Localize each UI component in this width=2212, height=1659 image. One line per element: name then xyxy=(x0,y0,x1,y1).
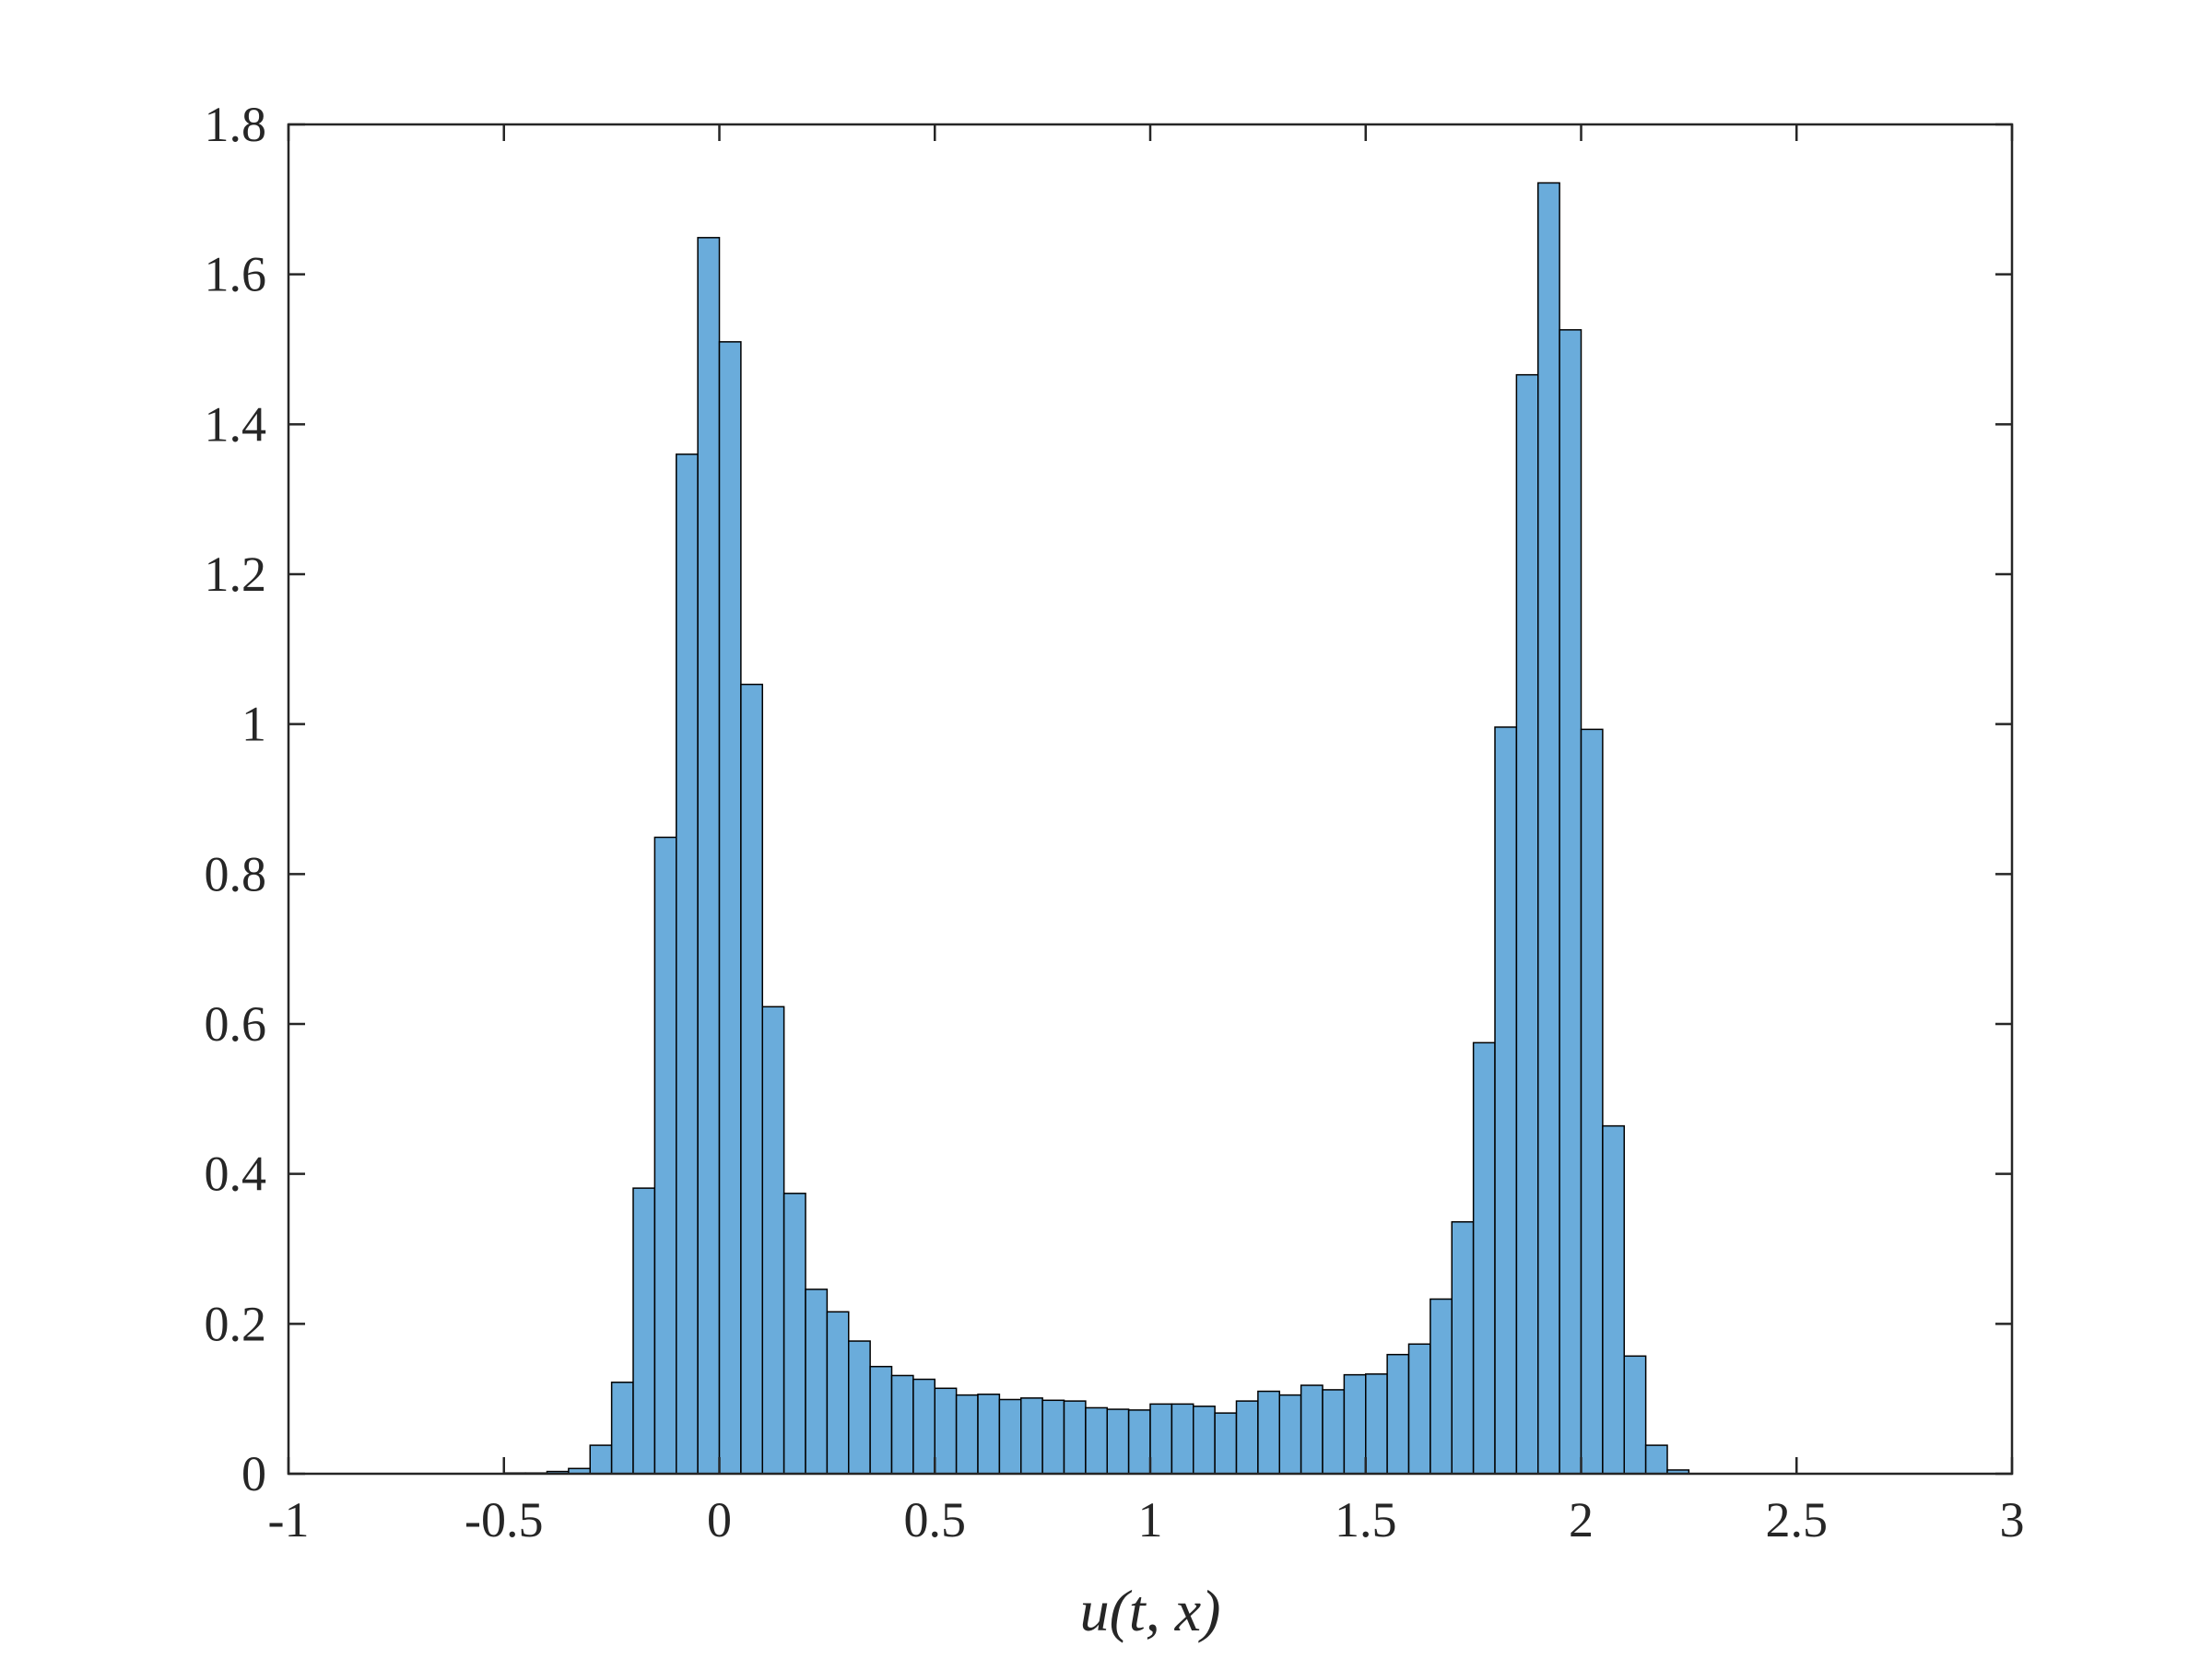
histogram-bar xyxy=(1602,1124,1625,1475)
histogram-bar xyxy=(1127,1409,1151,1475)
y-tick-label: 1 xyxy=(241,697,266,752)
histogram-bar xyxy=(1106,1408,1130,1475)
x-axis-ticks: -1 -0.5 0 0.5 1 1.5 2 2.5 3 xyxy=(268,124,2025,1547)
histogram-bar xyxy=(1451,1220,1475,1475)
histogram-bar xyxy=(805,1288,829,1475)
histogram-bar xyxy=(653,836,677,1475)
histogram-bar xyxy=(934,1387,958,1475)
x-tick-label: 0 xyxy=(707,1492,732,1547)
y-tick-label: 0.8 xyxy=(205,846,267,901)
histogram-bar xyxy=(1580,728,1604,1475)
histogram-bar xyxy=(826,1311,850,1475)
histogram-bar xyxy=(1063,1400,1087,1475)
histogram-bar xyxy=(1278,1394,1302,1475)
histogram-bar xyxy=(1300,1384,1324,1475)
histogram-bar xyxy=(869,1365,893,1475)
y-tick-label: 0 xyxy=(241,1446,266,1501)
histogram-bar xyxy=(1193,1406,1216,1475)
x-tick-label: 2.5 xyxy=(1766,1492,1829,1547)
histogram-bar xyxy=(1020,1397,1043,1475)
y-tick-label: 1.8 xyxy=(205,97,267,152)
histogram-bar xyxy=(998,1398,1022,1475)
histogram-bar xyxy=(740,683,763,1475)
histogram-bar xyxy=(1343,1373,1367,1475)
histogram-bar xyxy=(1494,726,1518,1475)
histogram-bar xyxy=(890,1374,914,1475)
histogram-bar xyxy=(1149,1403,1173,1475)
histogram-bar xyxy=(1430,1298,1453,1475)
histogram-bar xyxy=(1407,1343,1431,1475)
histogram-bar xyxy=(1559,329,1583,1475)
histogram-bar xyxy=(1235,1400,1259,1475)
histogram-bar xyxy=(1472,1041,1496,1475)
histogram-bar xyxy=(1537,182,1560,1475)
x-tick-label: 3 xyxy=(2000,1492,2025,1547)
x-axis-label: u(t, x) xyxy=(1080,1578,1221,1643)
histogram-bar xyxy=(912,1378,935,1475)
x-tick-label: 0.5 xyxy=(904,1492,967,1547)
histogram-bar xyxy=(1085,1406,1108,1475)
plot-frame xyxy=(287,123,2014,1476)
histogram-bar xyxy=(1257,1390,1280,1475)
histogram-bar xyxy=(848,1340,871,1475)
y-axis-ticks: 0 0.2 0.4 0.6 0.8 1 1.2 1.4 1.6 1.8 xyxy=(205,97,2012,1501)
y-tick-label: 1.4 xyxy=(205,396,267,452)
x-tick-label: 2 xyxy=(1569,1492,1594,1547)
y-tick-label: 0.4 xyxy=(205,1147,267,1202)
histogram-bar xyxy=(977,1394,1001,1475)
histogram-bar xyxy=(1214,1412,1238,1475)
x-tick-label: 1 xyxy=(1138,1492,1163,1547)
x-tick-label: -0.5 xyxy=(465,1492,543,1547)
histogram-bars xyxy=(503,182,1690,1475)
histogram-bar xyxy=(1322,1389,1346,1475)
histogram-bar xyxy=(1386,1353,1410,1475)
histogram-bar xyxy=(1515,373,1539,1475)
histogram-bar xyxy=(697,237,721,1475)
histogram-bar xyxy=(1171,1403,1194,1475)
y-tick-label: 0.2 xyxy=(205,1296,267,1351)
histogram-bar xyxy=(632,1187,656,1475)
x-tick-label: -1 xyxy=(268,1492,310,1547)
x-tick-label: 1.5 xyxy=(1335,1492,1397,1547)
histogram-bar xyxy=(1041,1399,1065,1475)
histogram-bar xyxy=(1644,1444,1668,1475)
histogram-bar xyxy=(1623,1355,1647,1475)
y-tick-label: 0.6 xyxy=(205,996,267,1052)
histogram-bar xyxy=(955,1394,979,1475)
histogram-bar xyxy=(718,341,742,1475)
y-tick-label: 1.2 xyxy=(205,547,267,602)
histogram-bar xyxy=(676,453,699,1475)
histogram-bar xyxy=(782,1193,806,1475)
histogram-bar xyxy=(589,1444,613,1475)
histogram-bar xyxy=(610,1382,634,1475)
y-tick-label: 1.6 xyxy=(205,247,267,302)
histogram-bar xyxy=(1365,1373,1388,1475)
histogram-bar xyxy=(761,1006,785,1475)
